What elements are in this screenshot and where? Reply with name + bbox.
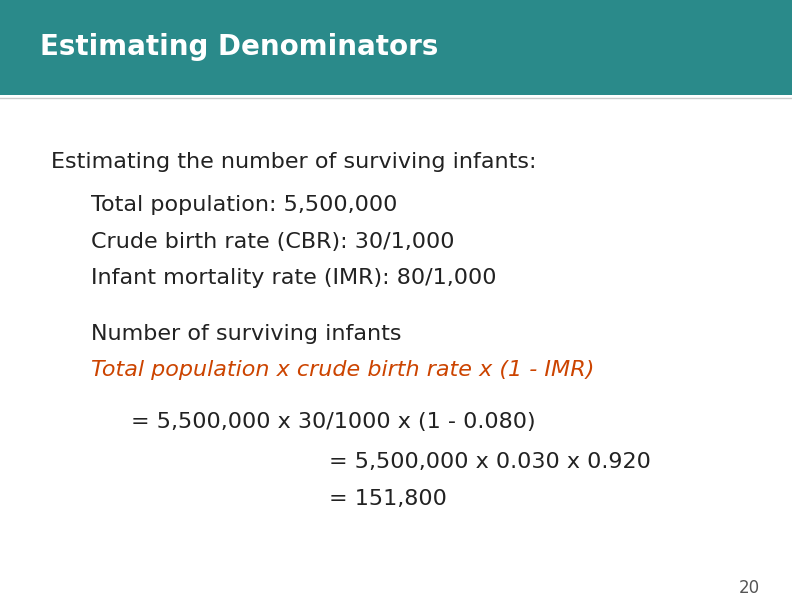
Text: = 5,500,000 x 0.030 x 0.920: = 5,500,000 x 0.030 x 0.920 xyxy=(329,452,650,472)
Text: Estimating Denominators: Estimating Denominators xyxy=(40,34,438,61)
Text: = 5,500,000 x 30/1000 x (1 - 0.080): = 5,500,000 x 30/1000 x (1 - 0.080) xyxy=(131,412,535,432)
Text: Number of surviving infants: Number of surviving infants xyxy=(91,324,402,343)
Text: Total population x crude birth rate x (1 - IMR): Total population x crude birth rate x (1… xyxy=(91,360,595,380)
Text: = 151,800: = 151,800 xyxy=(329,489,447,509)
Text: 20: 20 xyxy=(739,578,760,597)
FancyBboxPatch shape xyxy=(0,0,792,95)
Text: Total population: 5,500,000: Total population: 5,500,000 xyxy=(91,195,398,215)
Text: Estimating the number of surviving infants:: Estimating the number of surviving infan… xyxy=(51,152,537,172)
Text: Infant mortality rate (IMR): 80/1,000: Infant mortality rate (IMR): 80/1,000 xyxy=(91,269,497,288)
Text: Crude birth rate (CBR): 30/1,000: Crude birth rate (CBR): 30/1,000 xyxy=(91,232,455,252)
